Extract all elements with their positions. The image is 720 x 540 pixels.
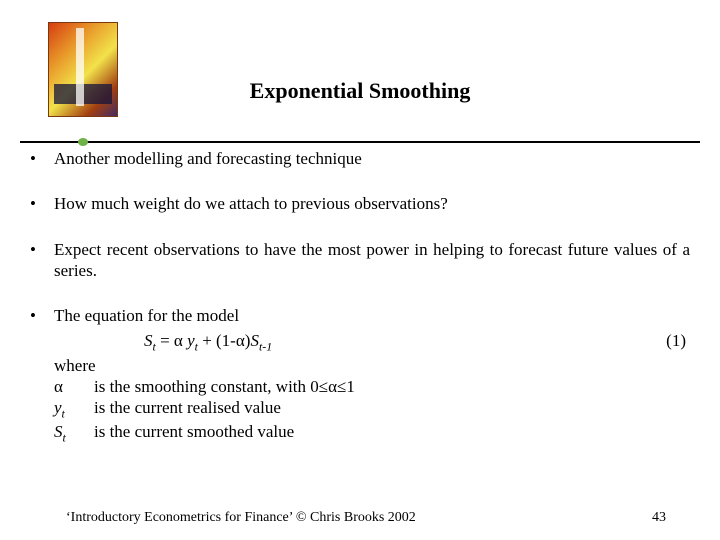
eq-alpha2: α	[236, 331, 245, 350]
content-area: • Another modelling and forecasting tech…	[30, 148, 690, 446]
slide: Exponential Smoothing • Another modellin…	[0, 0, 720, 540]
bullet-1: • Another modelling and forecasting tech…	[30, 148, 690, 169]
equation-block: St = α yt + (1-α)St-1 (1)	[54, 330, 690, 354]
eq-equals: =	[156, 331, 174, 350]
eq-alpha1: α	[174, 331, 187, 350]
def-y-sub: t	[62, 406, 65, 420]
def-alpha-mid: α	[328, 377, 337, 396]
where-label: where	[54, 355, 690, 376]
def-s-sym: St	[54, 421, 94, 445]
bullet-3-text: Expect recent observations to have the m…	[54, 239, 690, 282]
eq-plus: + (1-	[198, 331, 236, 350]
def-alpha-txt-a: is the smoothing constant, with 0	[94, 377, 319, 396]
eq-s: S	[250, 331, 259, 350]
def-s-var: S	[54, 422, 63, 441]
def-alpha-text: is the smoothing constant, with 0≤α≤1	[94, 376, 690, 397]
def-y-var: y	[54, 398, 62, 417]
def-alpha-le2: ≤	[337, 377, 346, 396]
bullet-mark: •	[30, 148, 54, 169]
def-alpha-le1: ≤	[319, 377, 328, 396]
footer-citation: ‘Introductory Econometrics for Finance’ …	[66, 510, 416, 526]
slide-title: Exponential Smoothing	[0, 78, 720, 104]
def-alpha: α is the smoothing constant, with 0≤α≤1	[54, 376, 690, 397]
bullet-mark: •	[30, 305, 54, 446]
rule-accent-dot	[78, 138, 88, 146]
eq-lhs: S	[144, 331, 153, 350]
bullet-1-text: Another modelling and forecasting techni…	[54, 148, 690, 169]
bullet-mark: •	[30, 239, 54, 282]
def-alpha-txt-b: 1	[346, 377, 355, 396]
equation: St = α yt + (1-α)St-1	[54, 330, 272, 354]
bullet-4-lead: The equation for the model	[54, 305, 690, 326]
def-s-text: is the current smoothed value	[94, 421, 690, 445]
bullet-3: • Expect recent observations to have the…	[30, 239, 690, 282]
title-rule	[20, 138, 700, 146]
def-alpha-sym: α	[54, 376, 94, 397]
page-number: 43	[652, 510, 666, 526]
bullet-4-block: The equation for the model St = α yt + (…	[54, 305, 690, 446]
def-s: St is the current smoothed value	[54, 421, 690, 445]
bullet-2: • How much weight do we attach to previo…	[30, 193, 690, 214]
footer: ‘Introductory Econometrics for Finance’ …	[66, 510, 666, 526]
bullet-mark: •	[30, 193, 54, 214]
eq-y: y	[187, 331, 195, 350]
equation-number: (1)	[666, 330, 690, 354]
equation-line: St = α yt + (1-α)St-1 (1)	[54, 330, 690, 354]
def-y: yt is the current realised value	[54, 397, 690, 421]
bullet-2-text: How much weight do we attach to previous…	[54, 193, 690, 214]
def-y-text: is the current realised value	[94, 397, 690, 421]
rule-line	[20, 141, 700, 143]
def-y-sym: yt	[54, 397, 94, 421]
def-s-sub: t	[63, 431, 66, 445]
eq-s-sub: t-1	[259, 340, 272, 354]
bullet-4: • The equation for the model St = α yt +…	[30, 305, 690, 446]
